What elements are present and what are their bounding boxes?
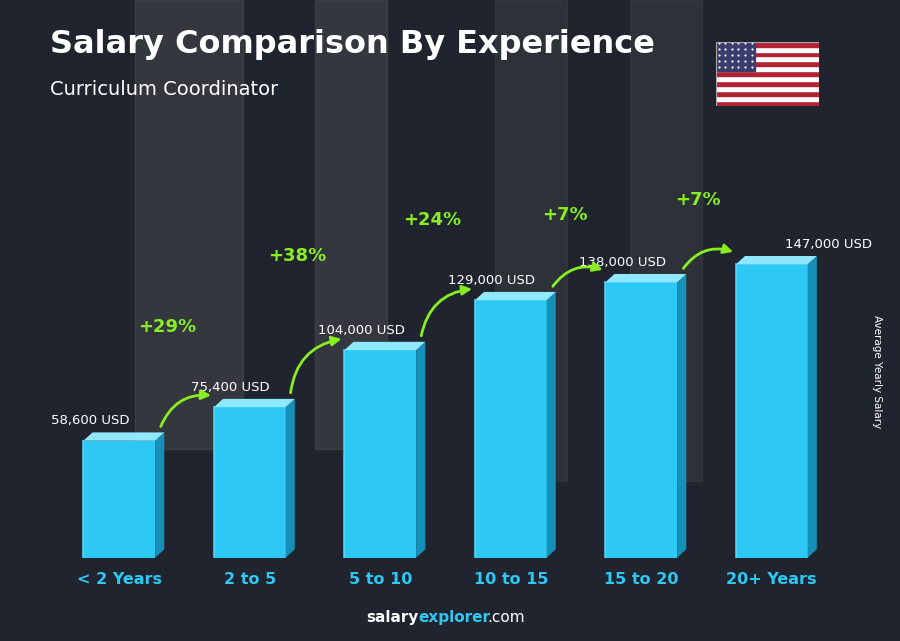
Text: Average Yearly Salary: Average Yearly Salary bbox=[872, 315, 883, 428]
Bar bbox=[716, 81, 819, 86]
Bar bbox=[630, 0, 702, 481]
Polygon shape bbox=[345, 350, 416, 558]
Polygon shape bbox=[807, 256, 817, 558]
Polygon shape bbox=[736, 264, 807, 558]
Polygon shape bbox=[416, 342, 426, 558]
Bar bbox=[716, 42, 755, 71]
Polygon shape bbox=[606, 274, 687, 282]
Polygon shape bbox=[736, 256, 817, 264]
Bar bbox=[716, 51, 819, 56]
Bar bbox=[716, 47, 819, 51]
Polygon shape bbox=[345, 342, 426, 350]
Text: 75,400 USD: 75,400 USD bbox=[191, 381, 270, 394]
Bar bbox=[716, 42, 819, 47]
Polygon shape bbox=[677, 274, 687, 558]
Polygon shape bbox=[606, 282, 677, 558]
Text: 104,000 USD: 104,000 USD bbox=[318, 324, 404, 337]
Polygon shape bbox=[155, 433, 165, 558]
Bar bbox=[716, 56, 819, 62]
Bar bbox=[716, 76, 819, 81]
Polygon shape bbox=[84, 441, 155, 558]
FancyArrowPatch shape bbox=[161, 391, 208, 426]
Text: 138,000 USD: 138,000 USD bbox=[579, 256, 666, 269]
Text: Curriculum Coordinator: Curriculum Coordinator bbox=[50, 80, 278, 99]
Polygon shape bbox=[84, 433, 165, 441]
Text: +38%: +38% bbox=[268, 247, 327, 265]
FancyArrowPatch shape bbox=[553, 263, 599, 287]
Bar bbox=[315, 0, 387, 449]
Text: 129,000 USD: 129,000 USD bbox=[448, 274, 536, 287]
Text: +7%: +7% bbox=[543, 206, 588, 224]
FancyArrowPatch shape bbox=[683, 245, 730, 269]
Polygon shape bbox=[475, 300, 546, 558]
FancyArrowPatch shape bbox=[421, 287, 469, 336]
Bar bbox=[716, 66, 819, 71]
Text: +7%: +7% bbox=[676, 192, 721, 210]
Text: +29%: +29% bbox=[138, 317, 196, 335]
Bar bbox=[716, 96, 819, 101]
Polygon shape bbox=[285, 399, 295, 558]
Bar bbox=[495, 0, 567, 481]
Polygon shape bbox=[214, 399, 295, 407]
Text: 147,000 USD: 147,000 USD bbox=[785, 238, 872, 251]
Bar bbox=[716, 62, 819, 66]
Text: Salary Comparison By Experience: Salary Comparison By Experience bbox=[50, 29, 654, 60]
Bar bbox=[716, 101, 819, 106]
Text: +24%: +24% bbox=[403, 211, 461, 229]
Bar bbox=[716, 71, 819, 76]
Text: explorer: explorer bbox=[418, 610, 490, 625]
Text: .com: .com bbox=[487, 610, 525, 625]
Polygon shape bbox=[475, 292, 556, 300]
Bar bbox=[716, 86, 819, 91]
Polygon shape bbox=[214, 407, 285, 558]
Polygon shape bbox=[546, 292, 556, 558]
FancyArrowPatch shape bbox=[291, 337, 338, 393]
Bar bbox=[135, 0, 243, 449]
Bar bbox=[716, 91, 819, 96]
Text: 58,600 USD: 58,600 USD bbox=[51, 415, 130, 428]
Text: salary: salary bbox=[366, 610, 418, 625]
